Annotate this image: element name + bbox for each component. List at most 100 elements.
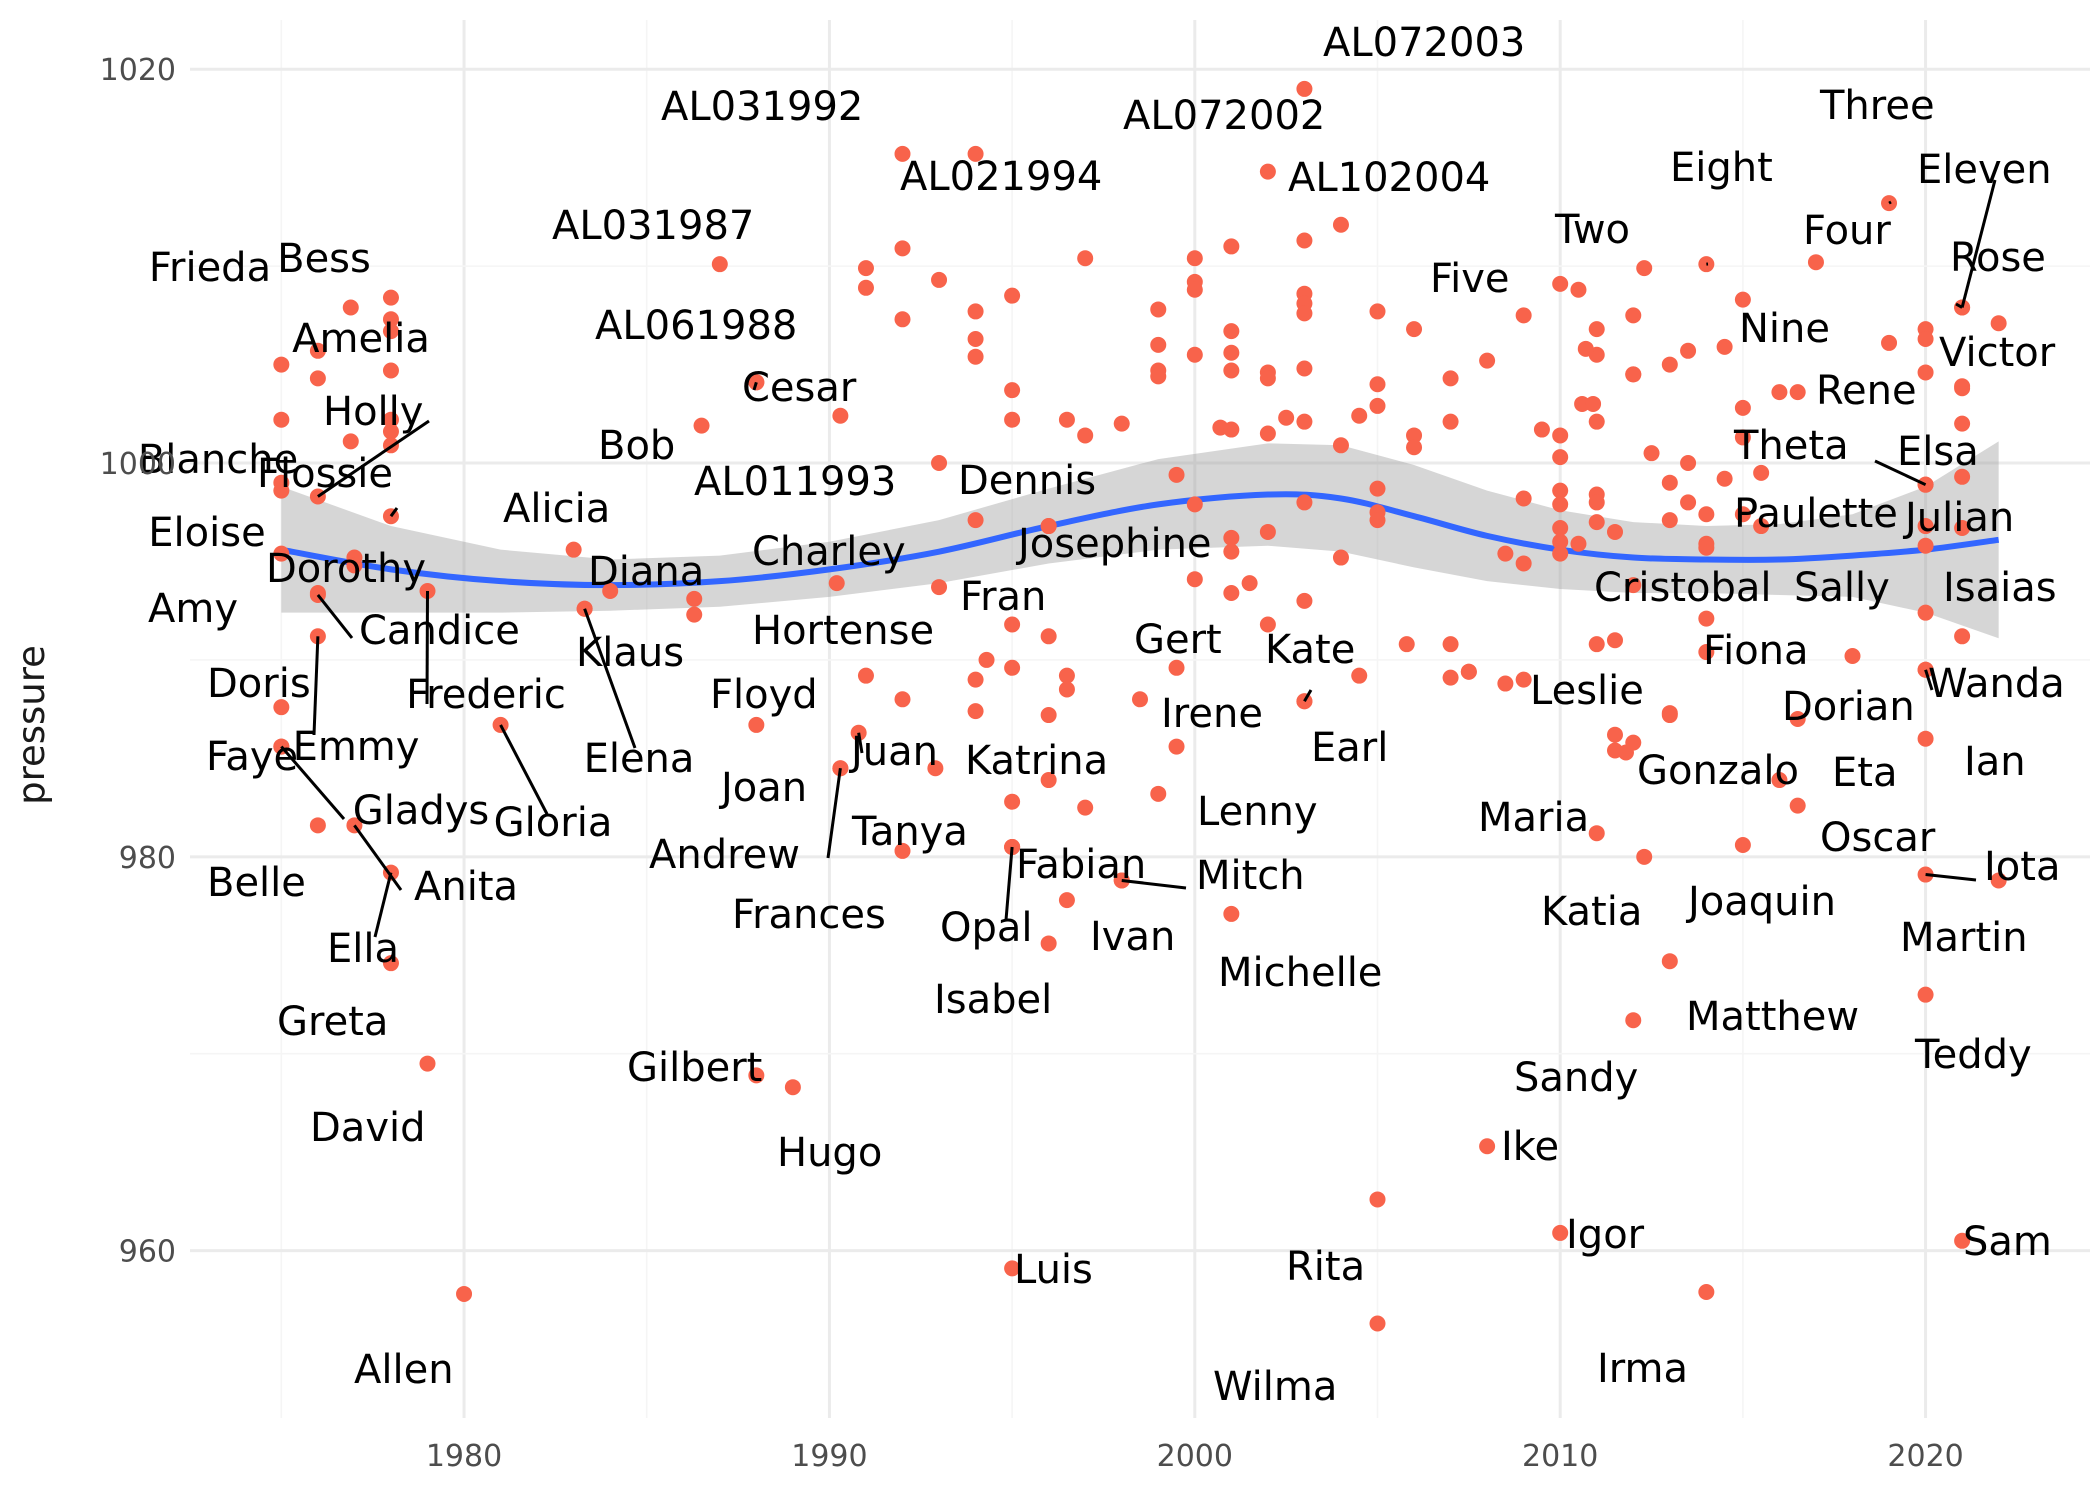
data-point [1296,592,1313,609]
data-point [1607,523,1623,540]
label-al072003: AL072003 [1323,20,1525,66]
data-point [894,691,911,708]
label-alicia: Alicia [503,486,610,532]
data-point-david [419,1055,436,1072]
data-point [1625,307,1642,324]
label-gloria: Gloria [494,800,613,846]
data-point-luis [1004,1260,1021,1277]
data-point [1077,250,1094,267]
data-point [1040,707,1057,724]
data-point [1734,429,1751,446]
label-juan: Juan [848,729,938,775]
label-leslie: Leslie [1530,668,1644,714]
leader-floyd [857,732,864,754]
data-point [1223,362,1240,379]
leader-emmy [312,636,320,736]
data-point [1636,848,1653,865]
data-point [967,330,984,347]
data-point-juan [857,667,874,684]
label-rene: Rene [1816,368,1917,414]
label-frederic: Frederic [406,672,566,718]
label-joan: Joan [718,765,807,811]
data-point [1917,364,1934,381]
data-point-diana [602,583,619,600]
x-axis-tick-labels: 1980 1990 2000 2010 2020 [426,1439,1964,1474]
leader-andrew [826,768,842,859]
data-point-martin [1990,872,2007,889]
data-point-sally [1844,647,1861,664]
data-point [1004,411,1021,428]
data-point [1369,512,1386,529]
data-point [1552,533,1569,550]
data-point-oscar [1789,797,1806,814]
data-point [1716,338,1733,355]
data-point [1004,382,1021,399]
y-tick-label: 1000 [100,447,176,482]
data-point-al021994 [967,145,984,162]
data-point-sandy [1625,1012,1642,1029]
data-point [857,260,874,277]
label-doris: Doris [207,661,311,707]
data-point [1917,537,1934,554]
data-point [1332,549,1349,566]
data-point [1223,323,1240,340]
data-point-alicia [565,541,582,558]
label-teddy: Teddy [1914,1032,2032,1078]
data-point [1058,667,1075,684]
label-sam: Sam [1963,1219,2052,1265]
label-dorothy: Dorothy [266,546,426,592]
data-point [1186,250,1203,267]
data-point-julian [1954,520,1971,537]
data-point [1332,437,1349,454]
data-point [1990,315,2007,332]
data-point [1515,490,1532,507]
data-point [1552,545,1569,562]
data-point [1607,742,1623,759]
data-point [1058,892,1075,909]
leader-frederic [425,591,429,705]
leader-opal [1004,846,1014,921]
data-point [1259,370,1276,387]
label-victor: Victor [1939,330,2056,376]
data-point [1150,368,1167,385]
data-point [1186,346,1203,363]
data-point [1296,360,1313,377]
data-point [1058,411,1075,428]
data-point-dorothy [346,557,363,574]
data-point [1296,494,1313,511]
label-al011993: AL011993 [694,459,896,505]
data-point [1917,330,1934,347]
label-candice: Candice [359,608,520,654]
data-point [832,407,849,424]
data-point [1369,376,1386,393]
data-point [1259,523,1276,540]
data-point [1241,575,1258,592]
label-lenny: Lenny [1197,789,1318,835]
data-point-two [1552,275,1569,292]
label-eleven: Eleven [1917,147,2052,193]
label-wanda: Wanda [1928,661,2065,707]
data-point-four [1807,254,1824,271]
label-belle: Belle [207,860,306,906]
label-luis: Luis [1014,1247,1093,1293]
leader-rose [1955,302,1963,309]
data-point-maria [1607,726,1623,743]
data-point-matthew [1661,953,1678,970]
data-point [1278,409,1295,426]
data-point-belle [309,817,326,834]
label-dorian: Dorian [1782,684,1915,730]
data-point [1570,535,1587,552]
confidence-band [281,441,1999,639]
data-point [1533,421,1550,438]
data-point [1004,659,1021,676]
data-point-hortense [748,716,765,733]
label-igor: Igor [1566,1212,1645,1258]
leader-holly [317,419,430,498]
label-gladys: Gladys [353,788,490,834]
x-tick-label: 2010 [1522,1439,1598,1474]
leader-al061988 [752,381,758,391]
data-point [1680,494,1697,511]
label-rose: Rose [1950,235,2046,281]
data-point-frieda [342,299,359,316]
